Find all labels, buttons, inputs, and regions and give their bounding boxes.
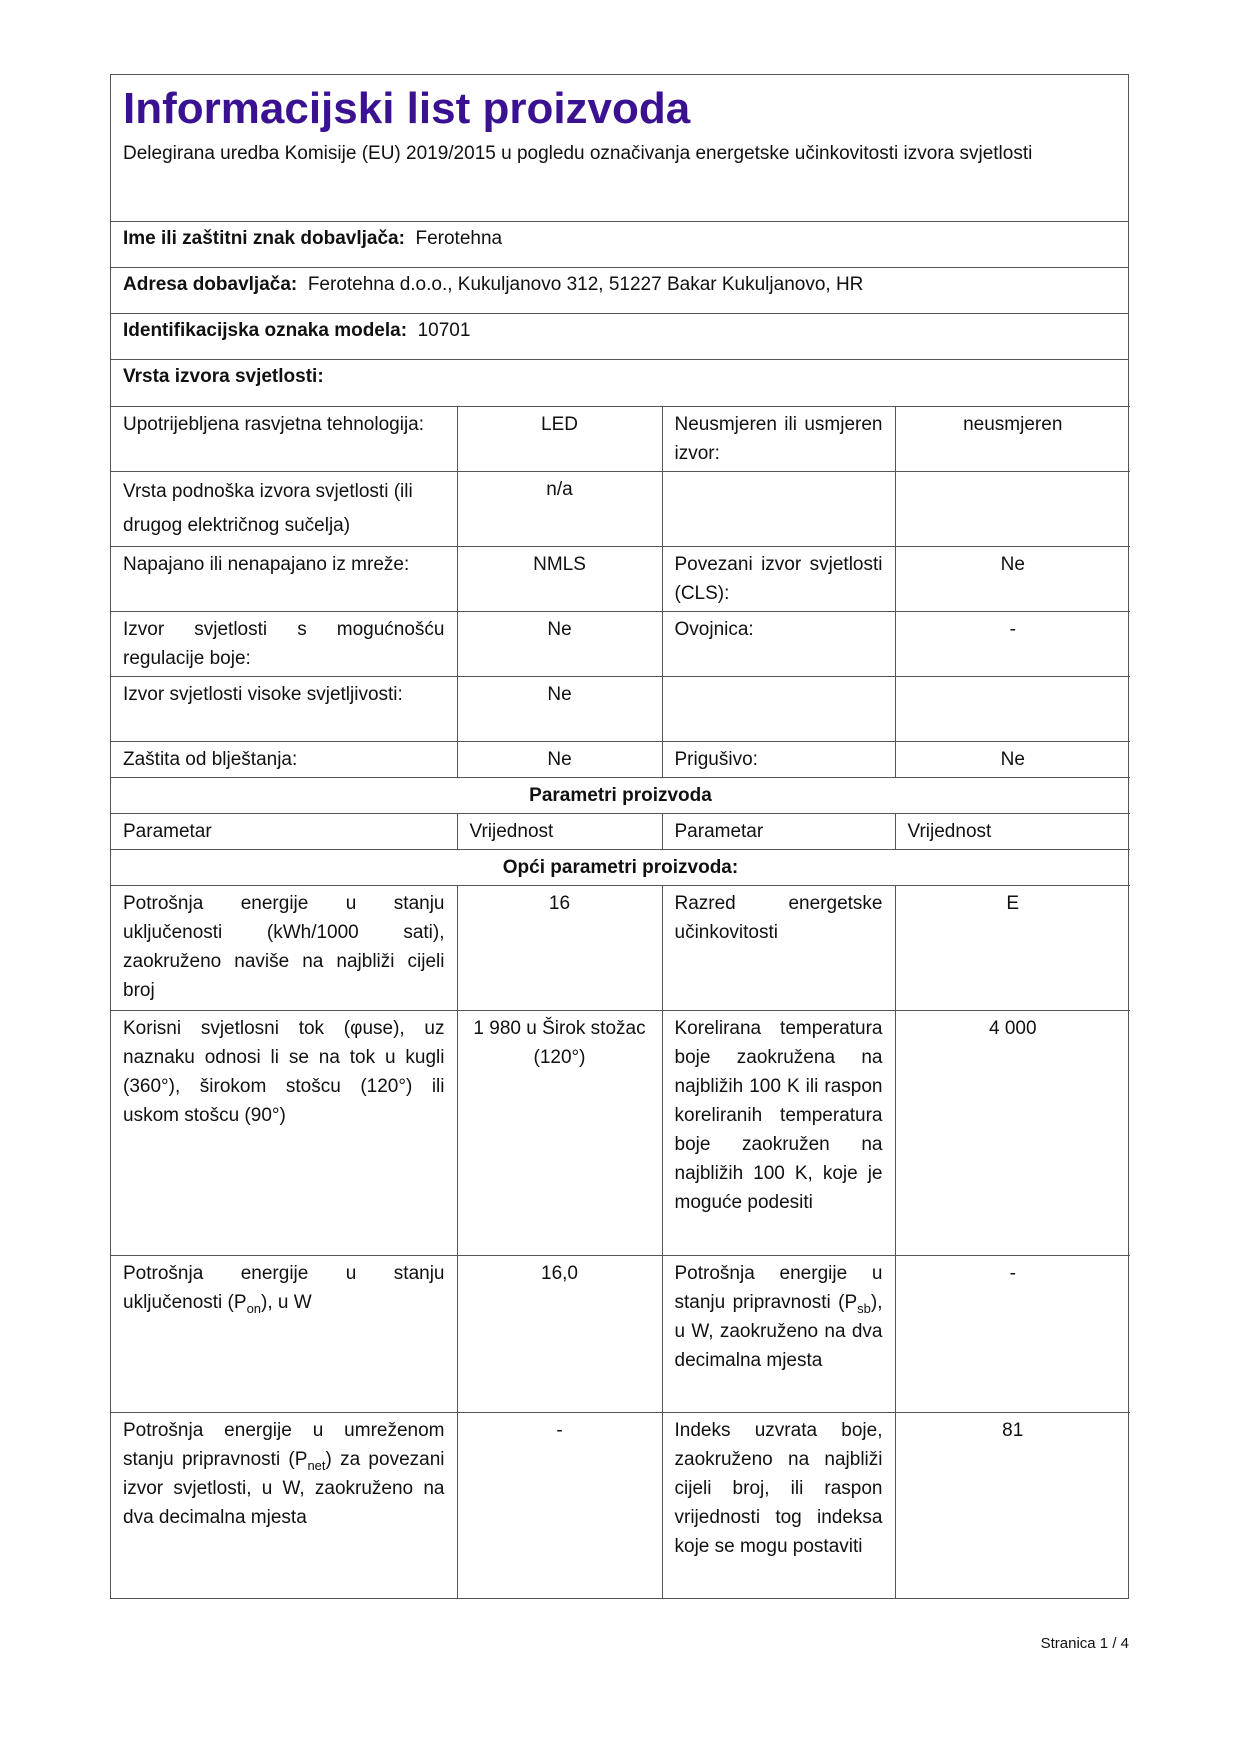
param-value: 4 000 bbox=[894, 1010, 1130, 1256]
supplier-row: Ime ili zaštitni znak dobavljača: Ferote… bbox=[111, 222, 1128, 268]
param-value bbox=[894, 471, 1130, 547]
table-row: Potrošnja energije u stanju uključenosti… bbox=[111, 1255, 1130, 1413]
param-value: neusmjeren bbox=[894, 406, 1130, 472]
param-label: Izvor svjetlosti visoke svjetljivosti: bbox=[111, 676, 458, 742]
address-label: Adresa dobavljača: bbox=[123, 274, 298, 295]
param-value: 1 980 u Širok stožac (120°) bbox=[456, 1010, 663, 1256]
param-value: - bbox=[894, 611, 1130, 677]
section-heading-row: Parametri proizvoda bbox=[111, 777, 1130, 814]
table-row: Upotrijebljena rasvjetna tehnologija: LED… bbox=[111, 406, 1130, 472]
text: ), u W, zaokruženo na dva decimalna mjes… bbox=[674, 1292, 883, 1371]
param-value: Ne bbox=[894, 741, 1130, 778]
text: Potrošnja energije u stanju pripravnosti… bbox=[674, 1263, 883, 1313]
param-label: Korelirana temperatura boje zaokružena n… bbox=[661, 1010, 896, 1256]
table-row: Izvor svjetlosti s mogućnošću regulacije… bbox=[111, 611, 1130, 677]
product-information-sheet: Informacijski list proizvoda Delegirana … bbox=[110, 74, 1130, 1599]
param-label: Potrošnja energije u umreženom stanju pr… bbox=[111, 1412, 458, 1598]
param-label: Razred energetske učinkovitosti bbox=[661, 885, 896, 1011]
supplier-value: Ferotehna bbox=[415, 228, 503, 249]
page-title: Informacijski list proizvoda bbox=[123, 84, 691, 133]
param-label: Korisni svjetlosni tok (φuse), uz naznak… bbox=[111, 1010, 458, 1256]
page-number: Stranica 1 / 4 bbox=[1040, 1635, 1129, 1652]
param-label bbox=[661, 676, 896, 742]
param-value: NMLS bbox=[456, 546, 663, 612]
table-row: Zaštita od blještanja: Ne Prigušivo: Ne bbox=[111, 741, 1130, 778]
params-heading: Parametri proizvoda bbox=[111, 777, 1130, 814]
address-row: Adresa dobavljača: Ferotehna d.o.o., Kuk… bbox=[111, 268, 1128, 314]
param-label: Napajano ili nenapajano iz mreže: bbox=[111, 546, 458, 612]
param-label: Potrošnja energije u stanju uključenosti… bbox=[111, 1255, 458, 1413]
source-type-heading: Vrsta izvora svjetlosti: bbox=[123, 366, 324, 387]
param-value: 16,0 bbox=[456, 1255, 663, 1413]
param-value: - bbox=[456, 1412, 663, 1598]
param-value: LED bbox=[456, 406, 663, 472]
table-row: Potrošnja energije u stanju uključenosti… bbox=[111, 885, 1130, 1011]
address-value: Ferotehna d.o.o., Kukuljanovo 312, 51227… bbox=[307, 274, 864, 295]
param-label: Potrošnja energije u stanju pripravnosti… bbox=[661, 1255, 896, 1413]
table-row: Napajano ili nenapajano iz mreže: NMLS Pov… bbox=[111, 546, 1130, 612]
param-value bbox=[894, 676, 1130, 742]
subscript: on bbox=[246, 1300, 262, 1316]
param-value: Ne bbox=[456, 611, 663, 677]
param-label: Prigušivo: bbox=[661, 741, 896, 778]
section-heading-row: Opći parametri proizvoda: bbox=[111, 849, 1130, 886]
param-label: Neusmjeren ili usmjeren izvor: bbox=[661, 406, 896, 472]
param-value: n/a bbox=[456, 471, 663, 547]
param-label bbox=[661, 471, 896, 547]
header-block: Informacijski list proizvoda Delegirana … bbox=[111, 75, 1128, 222]
table-row: Izvor svjetlosti visoke svjetljivosti: Ne bbox=[111, 676, 1130, 742]
table-row: Vrsta podnoška izvora svjetlosti (ili dr… bbox=[111, 471, 1130, 547]
model-label: Identifikacijska oznaka modela: bbox=[123, 320, 408, 341]
model-row: Identifikacijska oznaka modela: 10701 bbox=[111, 314, 1128, 360]
param-label: Zaštita od blještanja: bbox=[111, 741, 458, 778]
param-value: 81 bbox=[894, 1412, 1130, 1598]
text: Potrošnja energije u stanju uključenosti… bbox=[123, 1263, 445, 1313]
supplier-label: Ime ili zaštitni znak dobavljača: bbox=[123, 228, 405, 249]
subscript: net bbox=[307, 1457, 326, 1473]
param-label: Vrsta podnoška izvora svjetlosti (ili dr… bbox=[111, 471, 458, 547]
table-row: Korisni svjetlosni tok (φuse), uz naznak… bbox=[111, 1010, 1130, 1256]
general-heading: Opći parametri proizvoda: bbox=[111, 849, 1130, 886]
column-header-row: Parametar Vrijednost Parametar Vrijednost bbox=[111, 813, 1130, 850]
column-header: Vrijednost bbox=[894, 813, 1130, 850]
text: Potrošnja energije u umreženom stanju pr… bbox=[123, 1420, 445, 1470]
param-value: - bbox=[894, 1255, 1130, 1413]
param-value: Ne bbox=[456, 741, 663, 778]
subtitle: Delegirana uredba Komisije (EU) 2019/201… bbox=[123, 143, 1033, 164]
param-value: Ne bbox=[894, 546, 1130, 612]
param-value: Ne bbox=[456, 676, 663, 742]
column-header: Parametar bbox=[661, 813, 896, 850]
param-label: Indeks uzvrata boje, zaokruženo na najbl… bbox=[661, 1412, 896, 1598]
column-header: Parametar bbox=[111, 813, 458, 850]
text: ) za povezani izvor svjetlosti, u W, zao… bbox=[123, 1449, 445, 1528]
param-label: Izvor svjetlosti s mogućnošću regulacije… bbox=[111, 611, 458, 677]
param-label: Ovojnica: bbox=[661, 611, 896, 677]
param-value: E bbox=[894, 885, 1130, 1011]
text: ), u W bbox=[261, 1292, 312, 1313]
parameters-table: Upotrijebljena rasvjetna tehnologija: LED… bbox=[111, 406, 1130, 1598]
param-label: Upotrijebljena rasvjetna tehnologija: bbox=[111, 406, 458, 472]
table-row: Potrošnja energije u umreženom stanju pr… bbox=[111, 1412, 1130, 1598]
param-label: Povezani izvor svjetlosti (CLS): bbox=[661, 546, 896, 612]
subscript: sb bbox=[857, 1300, 871, 1316]
param-value: 16 bbox=[456, 885, 663, 1011]
param-label: Potrošnja energije u stanju uključenosti… bbox=[111, 885, 458, 1011]
model-value: 10701 bbox=[417, 320, 471, 341]
column-header: Vrijednost bbox=[456, 813, 663, 850]
